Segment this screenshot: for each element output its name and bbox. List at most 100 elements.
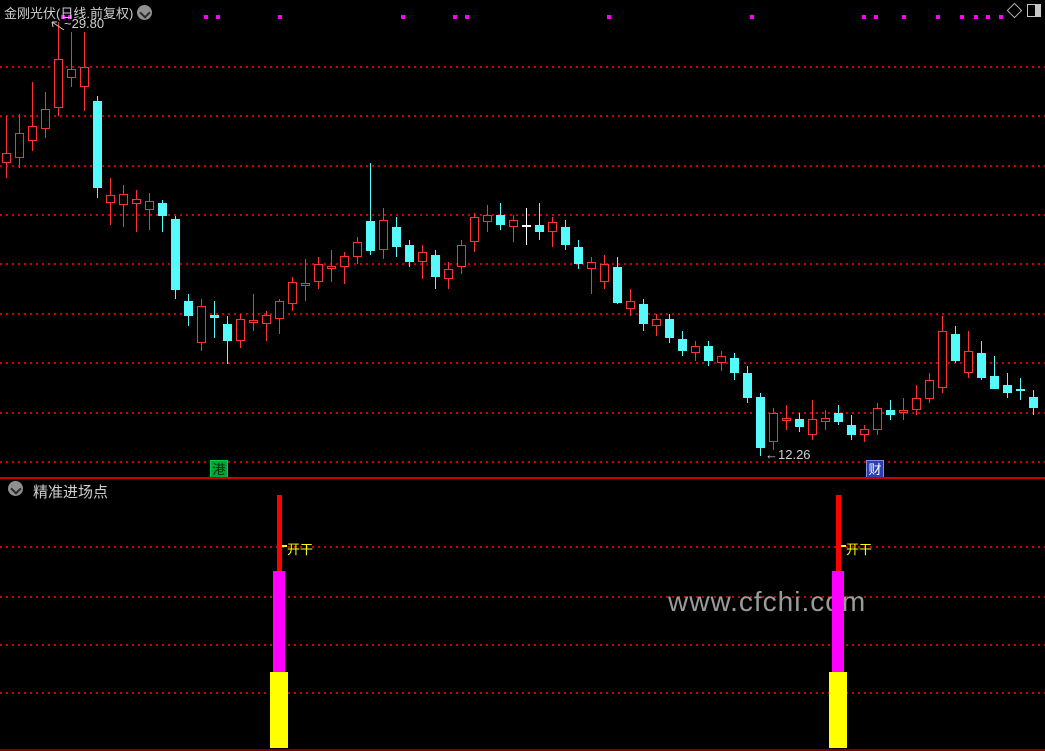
magenta-signal-dot (453, 15, 457, 19)
candle-body (249, 319, 258, 323)
signal-segment-red (836, 495, 841, 571)
candle-body (847, 424, 856, 435)
candle-body (808, 418, 817, 435)
signal-segment-magenta (273, 571, 285, 672)
magenta-signal-dot (750, 15, 754, 19)
candle-wick (370, 163, 371, 255)
candle-body (223, 323, 232, 341)
magenta-signal-dot (401, 15, 405, 19)
high-price-annotation: ~29.80 (64, 16, 105, 31)
candle-wick (136, 190, 137, 233)
candle-body (15, 133, 24, 159)
price-gridline (0, 214, 1045, 216)
bottom-border-line (0, 749, 1045, 751)
low-price-annotation: ←12.26 (765, 447, 811, 462)
candle-body (743, 373, 752, 398)
candle-body (652, 318, 661, 327)
signal-segment-red (277, 495, 282, 571)
high-annotation-arrow-icon (51, 21, 65, 31)
magenta-signal-dot (61, 15, 65, 19)
candle-wick (162, 200, 163, 233)
magenta-signal-dot (974, 15, 978, 19)
candle-wick (32, 81, 33, 151)
candle-body (821, 417, 830, 423)
chevron-down-circle-icon[interactable] (137, 5, 152, 20)
magenta-signal-dot (960, 15, 964, 19)
signal-segment-yellow (829, 672, 847, 748)
candle-body (1029, 396, 1038, 408)
candle-wick (253, 294, 254, 332)
candle-wick (123, 185, 124, 228)
candle-body (522, 224, 531, 227)
signal-segment-magenta (832, 571, 844, 672)
candle-body (886, 410, 895, 416)
signal-label: 开干 (846, 542, 873, 557)
panel-chevron-glyph (10, 483, 22, 495)
candle-wick (6, 116, 7, 178)
candle-body (171, 218, 180, 291)
candle-body (613, 266, 622, 303)
candle-body (28, 126, 37, 141)
candle-body (730, 358, 739, 374)
price-gridline (0, 461, 1045, 463)
sub-gridline (0, 596, 1045, 598)
candle-body (639, 303, 648, 324)
candle-body (938, 331, 947, 388)
candle-body (2, 153, 11, 164)
candle-body (1016, 389, 1025, 392)
magenta-signal-dot (607, 15, 611, 19)
price-gridline (0, 263, 1045, 266)
candle-body (691, 345, 700, 354)
candle-body (262, 315, 271, 324)
candle-body (535, 224, 544, 233)
candle-body (587, 261, 596, 270)
candle-body (184, 301, 193, 317)
price-gridline (0, 65, 1045, 68)
candle-body (678, 338, 687, 351)
candle-body (561, 227, 570, 245)
candle-body (977, 353, 986, 378)
diamond-icon[interactable] (1006, 2, 1023, 19)
candle-wick (344, 252, 345, 285)
sub-chart-title: 精准进场点 (33, 484, 109, 501)
candle-body (951, 333, 960, 361)
candle-body (41, 108, 50, 129)
candle-body (704, 345, 713, 361)
sub-gridline (0, 546, 1045, 548)
candle-wick (214, 301, 215, 339)
candle-body (964, 350, 973, 374)
panel-chevron-circle-icon[interactable] (8, 481, 23, 496)
price-gridline (0, 312, 1045, 315)
candle-body (67, 69, 76, 78)
candle-wick (266, 311, 267, 341)
signal-label: 开干 (287, 542, 314, 557)
candle-body (132, 198, 141, 204)
candle-body (769, 412, 778, 443)
magenta-signal-dot (862, 15, 866, 19)
chart-title: 金刚光伏(日线.前复权) (4, 6, 134, 21)
candle-body (574, 247, 583, 265)
candle-body (717, 355, 726, 364)
market-badge[interactable]: 港 (210, 460, 228, 479)
layout-panel-fill (1035, 5, 1040, 16)
candle-wick (994, 355, 995, 388)
signal-segment-yellow (270, 672, 288, 748)
signal-label-tick (282, 545, 287, 547)
candle-body (457, 244, 466, 267)
candle-body (912, 397, 921, 411)
candle-wick (305, 259, 306, 302)
candle-wick (552, 217, 553, 248)
candle-body (327, 265, 336, 269)
candle-body (1003, 385, 1012, 393)
candle-wick (539, 202, 540, 240)
price-gridline (0, 362, 1045, 365)
chevron-down-glyph (139, 7, 151, 19)
layout-panel-icon[interactable] (1027, 4, 1041, 17)
sub-gridline (0, 692, 1045, 694)
candle-wick (903, 397, 904, 420)
candle-body (340, 255, 349, 267)
panel-divider (0, 477, 1045, 479)
market-badge[interactable]: 财 (866, 460, 884, 479)
candle-body (990, 375, 999, 390)
candle-body (431, 254, 440, 277)
